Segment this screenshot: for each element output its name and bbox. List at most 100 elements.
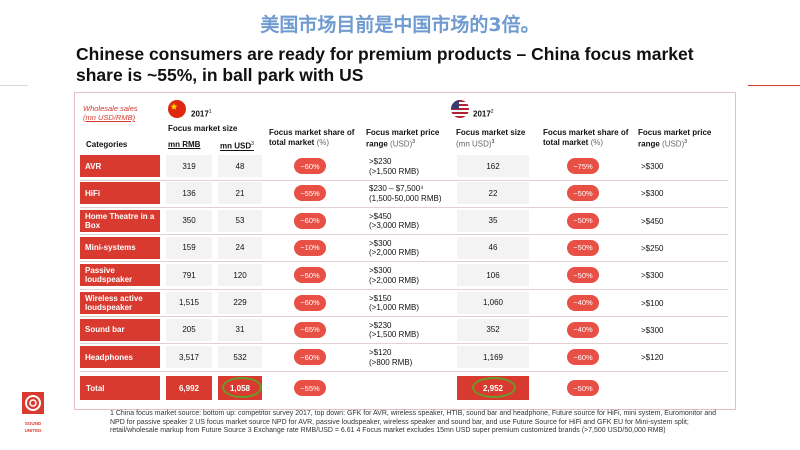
total-label: Total [80,376,160,400]
us-share-pill: ~75% [567,158,599,174]
us-size-header: Focus market size (mn USD)3 [456,128,526,149]
china-flag-icon [168,100,186,118]
cn-share-pill: ~55% [294,185,326,202]
chinese-title: 美国市场目前是中国市场的3倍。 [260,14,540,36]
cn-size-rmb: 791 [166,264,212,287]
cn-size-usd: 48 [218,155,262,177]
cn-share-pill: ~60% [294,294,326,311]
category-label: Mini-systems [80,236,160,259]
cn-price-rmb: (>800 RMB) [369,357,413,367]
category-label: Passive loudspeaker [80,264,160,287]
us-share-pill: ~40% [567,321,599,338]
cn-price-rmb: (>2,000 RMB) [369,248,420,258]
us-size: 22 [457,182,529,205]
wholesale-unit: (mn USD/RMB) [83,113,136,122]
us-size: 352 [457,318,529,341]
cn-price-rmb: (>3,000 RMB) [369,221,420,231]
divider-left [0,85,28,86]
total-us-share: ~50% [567,380,599,396]
cn-size-rmb: 350 [166,209,212,232]
us-year: 20172 [473,109,494,119]
row-divider [80,316,728,317]
cn-size-rmb: 136 [166,182,212,205]
row-divider [80,343,728,345]
total-rmb: 6,992 [166,376,212,400]
row-divider [80,261,728,263]
cn-price-rmb: (>1,000 RMB) [369,303,420,312]
us-price: >$300 [641,162,664,171]
us-price: >$300 [641,271,664,281]
cn-price-usd: >$120 [369,348,392,358]
us-share-pill: ~50% [567,185,599,202]
china-size-header: Focus market size [168,124,238,133]
us-share-header: Focus market share of total market (%) [543,128,629,147]
cn-price-usd: $230 – $7,500⁴ [369,184,424,194]
cn-size-usd: 21 [218,182,262,205]
category-label: Home Theatre in a Box [80,209,160,232]
us-size: 162 [457,155,529,177]
cn-price-usd: >$300 [369,238,392,248]
cn-size-rmb: 205 [166,318,212,341]
sound-united-logo: SOUND UNITED [18,392,48,433]
cn-price-usd: >$230 [369,157,392,166]
row-divider [80,234,728,236]
china-rmb-header: mn RMB [168,140,201,149]
total-cn-share: ~55% [294,380,326,396]
us-price: >$100 [641,298,664,308]
cn-size-usd: 24 [218,236,262,259]
cn-price-usd: >$300 [369,266,392,276]
cn-size-rmb: 159 [166,236,212,259]
china-year: 20171 [191,109,212,119]
us-share-pill: ~50% [567,239,599,256]
cn-share-pill: ~60% [294,212,326,229]
cn-size-usd: 229 [218,291,262,314]
cn-size-rmb: 3,517 [166,346,212,369]
us-price: >$300 [641,325,664,335]
cn-price-rmb: (>2,000 RMB) [369,275,420,285]
us-share-pill: ~40% [567,294,599,311]
us-price: >$300 [641,189,664,199]
us-share-pill: ~60% [567,349,599,366]
divider-right [748,85,800,86]
cn-size-usd: 120 [218,264,262,287]
logo-text-top: SOUND [24,421,42,426]
categories-header: Categories [86,140,128,149]
us-share-pill: ~50% [567,267,599,284]
us-size: 1,060 [457,291,529,314]
us-price: >$450 [641,216,664,226]
row-divider [80,288,728,290]
cn-price-usd: >$230 [369,320,392,330]
cn-size-usd: 53 [218,209,262,232]
us-size: 46 [457,236,529,259]
cn-share-pill: ~65% [294,321,326,338]
cn-share-pill: ~60% [294,349,326,366]
category-label: AVR [80,155,160,177]
us-price-header: Focus market price range (USD)3 [638,128,712,149]
cn-size-rmb: 319 [166,155,212,177]
highlight-ring [472,377,516,398]
slide-headline: Chinese consumers are ready for premium … [76,44,694,85]
us-share-pill: ~50% [567,212,599,229]
table-card [74,92,736,410]
cn-price-usd: >$450 [369,211,392,221]
us-size: 1,169 [457,346,529,369]
cn-price-rmb: (>1,500 RMB) [369,166,420,176]
row-divider [80,179,728,181]
china-usd-header: mn USD3 [220,141,254,151]
us-flag-icon [451,100,469,118]
highlight-ring [222,377,262,398]
cn-share-pill: ~10% [294,239,326,256]
cn-share-pill: ~60% [294,158,326,174]
china-price-header: Focus market price range (USD)3 [366,128,440,149]
us-size: 35 [457,209,529,232]
cn-share-pill: ~50% [294,267,326,284]
china-share-header: Focus market share of total market (%) [269,128,355,147]
us-price: >$120 [641,353,664,363]
row-divider [80,370,728,372]
category-label: Wireless active loudspeaker [80,291,160,314]
us-price: >$250 [641,243,664,253]
us-size: 106 [457,264,529,287]
cn-size-rmb: 1,515 [166,291,212,314]
footnote: 1 China focus market source: bottom up: … [110,410,717,435]
logo-text-bottom: UNITED [24,428,42,433]
